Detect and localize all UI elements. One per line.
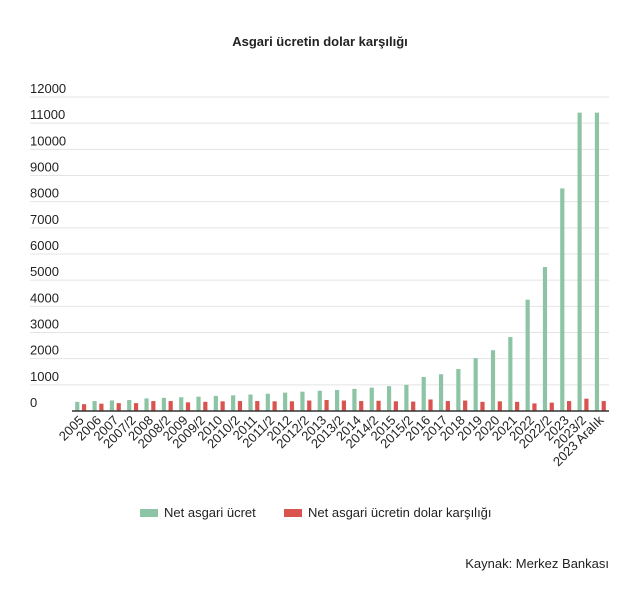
bar-dolar-karsiligi bbox=[411, 401, 416, 411]
y-tick-label: 7000 bbox=[30, 212, 59, 227]
bar-net-asgari-ucret bbox=[577, 112, 582, 412]
bar-dolar-karsiligi bbox=[203, 401, 208, 411]
gridlines bbox=[30, 96, 609, 386]
bar-net-asgari-ucret bbox=[421, 376, 426, 411]
y-tick-label: 3000 bbox=[30, 317, 59, 332]
bar-dolar-karsiligi bbox=[601, 401, 606, 411]
bar-net-asgari-ucret bbox=[231, 395, 236, 411]
y-tick-label: 1000 bbox=[30, 369, 59, 384]
y-tick-label: 12000 bbox=[30, 81, 66, 96]
bar-net-asgari-ucret bbox=[213, 395, 218, 411]
bar-net-asgari-ucret bbox=[473, 358, 478, 411]
bar-dolar-karsiligi bbox=[289, 401, 295, 411]
bar-dolar-karsiligi bbox=[220, 401, 225, 411]
bar-dolar-karsiligi bbox=[428, 399, 433, 411]
y-tick-label: 0 bbox=[30, 395, 37, 410]
legend-swatch bbox=[284, 509, 302, 517]
bar-dolar-karsiligi bbox=[116, 403, 121, 411]
bar-net-asgari-ucret bbox=[456, 369, 461, 411]
x-axis-ticks: 2005200620072007/220082008/220092009/220… bbox=[56, 412, 607, 469]
bar-dolar-karsiligi bbox=[359, 401, 364, 411]
bar-dolar-karsiligi bbox=[81, 404, 87, 411]
y-tick-label: 8000 bbox=[30, 186, 59, 201]
y-tick-label: 11000 bbox=[30, 107, 65, 122]
bar-net-asgari-ucret bbox=[265, 393, 270, 411]
bar-net-asgari-ucret bbox=[525, 299, 530, 411]
bar-net-asgari-ucret bbox=[560, 188, 565, 411]
bar-net-asgari-ucret bbox=[92, 401, 97, 411]
y-tick-label: 10000 bbox=[30, 133, 66, 148]
bar-dolar-karsiligi bbox=[133, 403, 139, 411]
bar-net-asgari-ucret bbox=[508, 337, 513, 411]
y-axis-ticks: 0 1000 2000 3000 4000 5000 6000 7000 8000 9000 100… bbox=[30, 81, 66, 410]
chart-title: Asgari ücretin dolar karşılığı bbox=[232, 34, 408, 49]
bar-dolar-karsiligi bbox=[566, 401, 572, 411]
bar-net-asgari-ucret bbox=[490, 350, 496, 411]
bar-net-asgari-ucret bbox=[386, 386, 392, 411]
bar-net-asgari-ucret bbox=[196, 396, 201, 411]
bar-dolar-karsiligi bbox=[480, 401, 485, 411]
bar-dolar-karsiligi bbox=[497, 401, 502, 411]
bars bbox=[75, 112, 606, 412]
bar-dolar-karsiligi bbox=[341, 400, 346, 411]
bar-dolar-karsiligi bbox=[168, 401, 173, 411]
bar-net-asgari-ucret bbox=[127, 400, 132, 411]
bar-net-asgari-ucret bbox=[109, 400, 115, 411]
bar-net-asgari-ucret bbox=[594, 112, 600, 412]
bar-dolar-karsiligi bbox=[151, 401, 156, 411]
bar-net-asgari-ucret bbox=[300, 391, 305, 411]
bar-dolar-karsiligi bbox=[99, 403, 104, 411]
bar-dolar-karsiligi bbox=[532, 403, 537, 411]
legend-label: Net asgari ücretin dolar karşılığı bbox=[308, 505, 492, 520]
bar-dolar-karsiligi bbox=[549, 402, 554, 411]
bar-net-asgari-ucret bbox=[438, 374, 444, 411]
bar-net-asgari-ucret bbox=[75, 401, 80, 411]
bar-dolar-karsiligi bbox=[272, 401, 277, 411]
bar-net-asgari-ucret bbox=[161, 397, 166, 411]
bar-dolar-karsiligi bbox=[376, 400, 381, 411]
bar-net-asgari-ucret bbox=[404, 384, 409, 411]
bar-net-asgari-ucret bbox=[248, 394, 253, 411]
bar-net-asgari-ucret bbox=[317, 390, 322, 411]
bar-dolar-karsiligi bbox=[445, 401, 450, 411]
bar-dolar-karsiligi bbox=[584, 398, 589, 411]
bar-dolar-karsiligi bbox=[393, 401, 398, 411]
bar-net-asgari-ucret bbox=[542, 267, 548, 411]
y-tick-label: 5000 bbox=[30, 264, 59, 279]
source-note: Kaynak: Merkez Bankası bbox=[465, 556, 609, 571]
bar-net-asgari-ucret bbox=[144, 398, 149, 411]
bar-dolar-karsiligi bbox=[237, 401, 243, 411]
bar-dolar-karsiligi bbox=[515, 401, 520, 411]
bar-net-asgari-ucret bbox=[369, 387, 374, 411]
legend-label: Net asgari ücret bbox=[164, 505, 256, 520]
y-tick-label: 2000 bbox=[30, 343, 59, 358]
y-tick-label: 6000 bbox=[30, 238, 59, 253]
bar-dolar-karsiligi bbox=[255, 401, 260, 411]
bar-net-asgari-ucret bbox=[352, 388, 357, 411]
legend-swatch bbox=[140, 509, 158, 517]
y-tick-label: 9000 bbox=[30, 160, 59, 175]
y-tick-label: 4000 bbox=[30, 290, 59, 305]
bar-net-asgari-ucret bbox=[283, 392, 288, 411]
bar-dolar-karsiligi bbox=[307, 400, 312, 411]
bar-dolar-karsiligi bbox=[185, 402, 191, 411]
legend: Net asgari ücret Net asgari ücretin dolar… bbox=[140, 505, 492, 520]
bar-dolar-karsiligi bbox=[463, 400, 468, 411]
bar-net-asgari-ucret bbox=[335, 389, 340, 411]
bar-net-asgari-ucret bbox=[179, 397, 184, 411]
bar-dolar-karsiligi bbox=[324, 400, 329, 411]
